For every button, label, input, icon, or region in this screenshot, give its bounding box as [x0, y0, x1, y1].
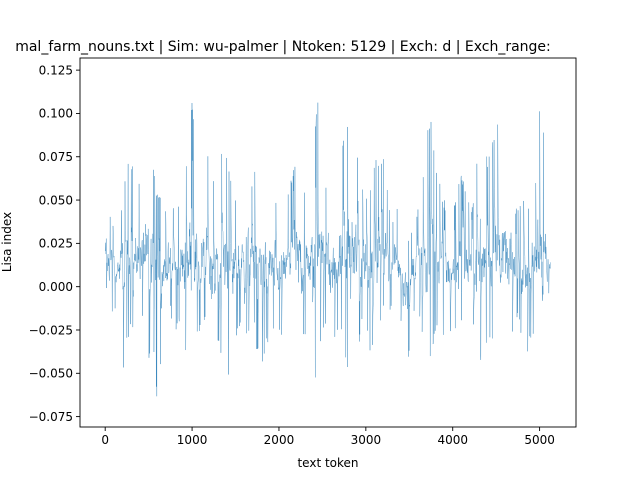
plot-frame — [79, 57, 577, 428]
x-tick-label: 1000 — [177, 433, 208, 447]
y-tick-label: −0.050 — [29, 367, 73, 381]
y-axis-label: Lisa index — [0, 212, 14, 272]
x-axis-label: text token — [297, 456, 358, 470]
x-tick-label: 4000 — [437, 433, 468, 447]
series-line-0 — [104, 102, 551, 397]
y-tick-label: 0.025 — [39, 237, 73, 251]
y-tick-label: 0.000 — [39, 280, 73, 294]
x-tick-label: 2000 — [264, 433, 295, 447]
chart-title: mal_farm_nouns.txt | Sim: wu-palmer | Nt… — [15, 39, 551, 55]
y-tick-label: 0.100 — [39, 107, 73, 121]
x-tick-label: 3000 — [351, 433, 382, 447]
y-tick-label: 0.075 — [39, 150, 73, 164]
axes-layer: 0 1000 2000 3000 4000 5000 −0.075 −0.050 −0.025 0… — [29, 57, 577, 447]
y-tick-label: 0.125 — [39, 63, 73, 77]
x-tick-label: 5000 — [524, 433, 555, 447]
series-clip-group — [104, 102, 551, 397]
y-tick-label: −0.075 — [29, 410, 73, 424]
x-tick-label: 0 — [101, 433, 109, 447]
series-layer — [104, 102, 551, 397]
y-tick-label: 0.050 — [39, 193, 73, 207]
y-tick-label: −0.025 — [29, 323, 73, 337]
